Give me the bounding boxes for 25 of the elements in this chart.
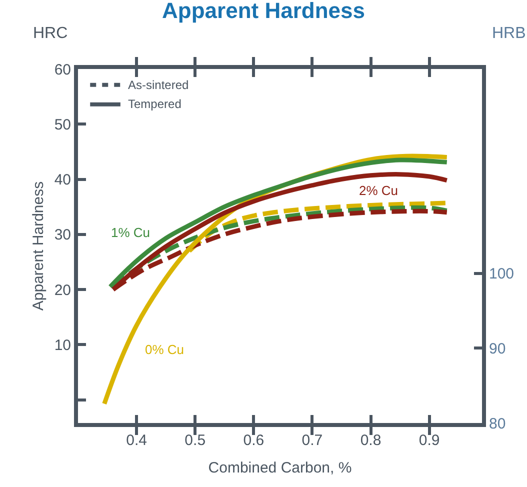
- x-axis-title: Combined Carbon, %: [208, 460, 352, 476]
- x-tick-label: 0.6: [243, 432, 264, 449]
- y-tick-label: 10: [54, 336, 71, 354]
- y-tick-label: 60: [54, 61, 71, 78]
- series-label: 1% Cu: [111, 225, 150, 240]
- y-tick-label: 30: [54, 226, 71, 244]
- annotation: Tempered: [128, 97, 182, 111]
- y2-axis-title: HRB: [492, 25, 526, 42]
- x-tick-label: 0.8: [360, 432, 382, 449]
- y-tick-label: 20: [54, 282, 71, 299]
- x-tick-label: 0.4: [126, 432, 147, 449]
- y2-tick-label: 80: [489, 415, 506, 432]
- x-tick-label: 0.7: [302, 432, 323, 449]
- annotation: As-sintered: [128, 78, 189, 92]
- y-tick-label: 40: [54, 172, 71, 189]
- series-label: 0% Cu: [145, 342, 184, 357]
- x-tick-label: 0.5: [184, 432, 206, 449]
- y2-tick-label: 90: [489, 340, 506, 358]
- x-tick-label: 0.9: [418, 432, 440, 449]
- chart-title: Apparent Hardness: [162, 0, 365, 23]
- series-label: 2% Cu: [359, 183, 398, 198]
- y-tick-label: 50: [54, 116, 71, 134]
- y-axis-title: Apparent Hardness: [30, 181, 48, 311]
- text: HRC: [33, 25, 68, 42]
- y2-tick-label: 100: [489, 266, 514, 283]
